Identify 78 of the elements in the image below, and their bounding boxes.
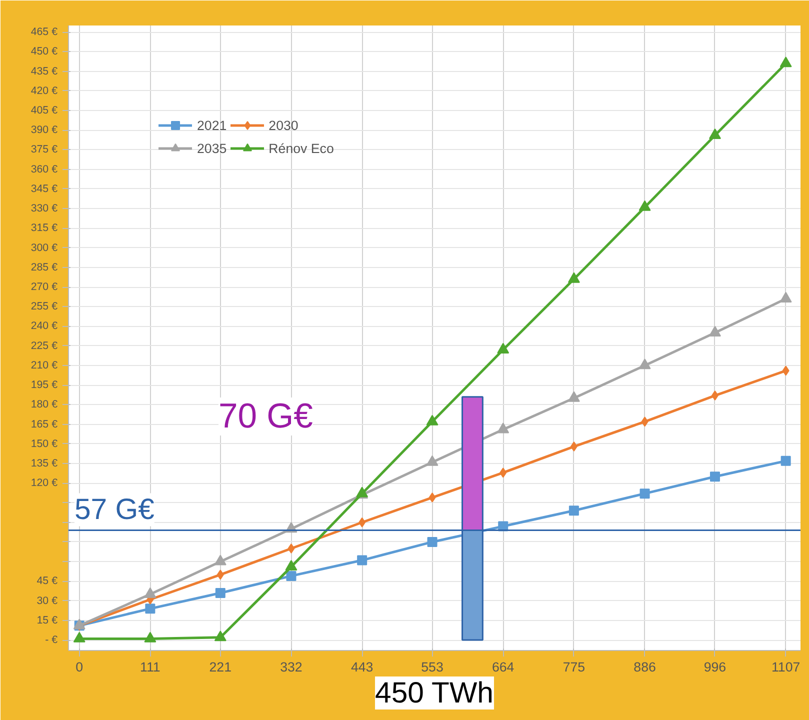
point (710, 472, 720, 482)
y-tick-label: 15 € (36, 614, 58, 626)
point (641, 416, 648, 427)
y-tick-label: 435 € (30, 65, 58, 78)
point (640, 488, 650, 499)
y-tick-label: 225 € (30, 340, 58, 352)
point (568, 391, 580, 402)
y-tick-label: 195 € (30, 379, 58, 392)
x-tick-label: 664 (492, 660, 515, 674)
y-tick-label: 210 € (30, 359, 58, 372)
legend-label: 2035 (197, 140, 227, 156)
x-tick-label: 443 (350, 660, 374, 674)
y-tick-label: 270 € (30, 281, 58, 294)
point (782, 366, 790, 376)
y-tick-label: 465 € (30, 26, 58, 38)
y-tick-label: 165 € (30, 418, 58, 430)
point (214, 554, 226, 566)
legend-label: 2021 (197, 118, 227, 132)
point (428, 492, 436, 503)
point (286, 570, 296, 581)
y-tick-label: 420 € (30, 84, 58, 97)
ref-line-label: 57 G€ (74, 493, 154, 526)
x-tick-label: 332 (280, 660, 302, 674)
point (568, 506, 579, 516)
point (570, 442, 578, 452)
x-tick-label: 775 (562, 660, 586, 674)
point (711, 390, 718, 401)
y-tick-label: 135 € (30, 458, 58, 470)
x-tick-label: 0 (76, 660, 84, 674)
x-tick-label: 886 (634, 660, 656, 674)
text: 450 TWh (375, 676, 494, 710)
point (780, 292, 792, 302)
y-tick-label: 300 € (30, 242, 58, 254)
point (780, 456, 791, 466)
point (638, 200, 651, 211)
point (497, 422, 510, 434)
point (288, 544, 295, 554)
point (214, 630, 226, 642)
y-tick-label: 375 € (30, 144, 58, 156)
y-tick-label: - € (45, 634, 58, 646)
legend-label: Rénov Eco (268, 140, 334, 156)
y-tick-label: 330 € (30, 202, 58, 215)
y-tick-label: 45 € (36, 575, 58, 588)
x-tick-label: 1107 (771, 660, 800, 674)
legend-label: 2030 (268, 118, 298, 132)
y-tick-label: 390 € (30, 124, 58, 136)
y-tick-label: 450 € (30, 46, 58, 58)
point (568, 272, 580, 283)
point (708, 326, 721, 336)
point (426, 455, 438, 466)
y-tick-label: 150 € (30, 438, 58, 450)
y-tick-label: 240 € (30, 320, 58, 332)
x-tick-label: 996 (704, 660, 726, 674)
y-tick-label: 345 € (30, 182, 58, 195)
x-tick-label: 221 (209, 660, 232, 674)
point (216, 570, 224, 580)
point (358, 517, 366, 528)
y-tick-label: 360 € (30, 163, 58, 176)
point (638, 358, 651, 370)
point (145, 604, 156, 614)
y-tick-label: 285 € (30, 261, 58, 274)
x-tick-label: 553 (421, 660, 444, 674)
point (708, 128, 721, 140)
point (215, 588, 226, 598)
point (426, 414, 438, 426)
y-tick-label: 405 € (30, 104, 58, 116)
y-tick-label: 180 € (30, 398, 58, 411)
y-tick-label: 255 € (30, 300, 58, 313)
x-tick-label: 111 (140, 660, 160, 674)
point (357, 555, 368, 566)
point (780, 56, 792, 68)
y-tick-label: 30 € (36, 594, 58, 607)
point (427, 536, 438, 547)
point (500, 468, 507, 478)
y-tick-label: 120 € (30, 477, 58, 490)
annotation: 70 G€ (218, 398, 313, 436)
point (497, 342, 510, 354)
y-tick-label: 315 € (30, 222, 58, 234)
